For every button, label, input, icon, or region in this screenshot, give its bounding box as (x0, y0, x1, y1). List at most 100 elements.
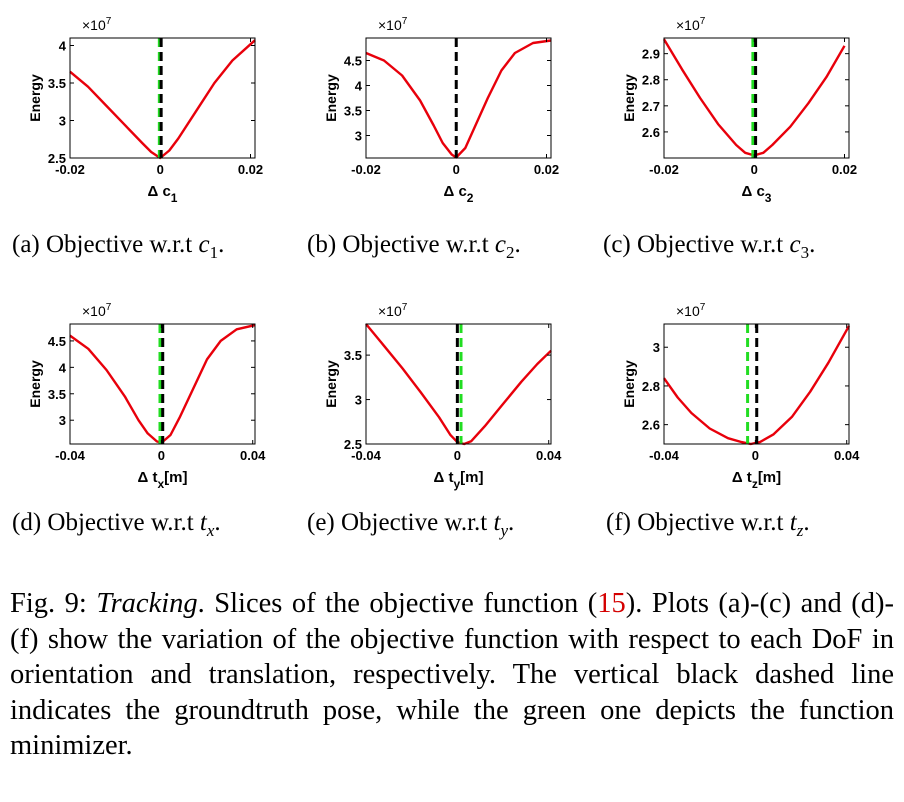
axes-box (365, 37, 552, 159)
caption-part1: . Slices of the objective function ( (197, 588, 598, 619)
x-tick-label: 0.02 (534, 162, 559, 177)
chart-svg: -0.04 0 0.04 3 3.5 4 4.5 ×107 Energy Δ tx[m] (27, 302, 266, 491)
subcaption-end: . (218, 231, 225, 258)
y-tick-label: 3 (355, 393, 362, 408)
plot-f: -0.04 0 0.04 2.6 2.8 3 ×107 Energy Δ tz[m] (604, 296, 874, 496)
axes-box (663, 323, 850, 445)
y-tick-label: 4.5 (344, 54, 362, 69)
caption-ref-link[interactable]: 15 (597, 588, 626, 619)
multiplier-label: ×107 (676, 16, 706, 33)
multiplier-label: ×107 (82, 16, 112, 33)
subcaption-text: Objective w.r.t (637, 509, 784, 536)
subcaption-e: (e) Objective w.r.t ty. (307, 508, 514, 546)
y-tick-label: 3.5 (344, 104, 362, 119)
y-tick-label: 3 (59, 114, 66, 129)
y-tick-label: 3 (355, 129, 362, 144)
y-axis-label: Energy (27, 74, 43, 122)
y-tick-label: 4 (355, 79, 363, 94)
x-tick-label: 0.04 (536, 448, 562, 463)
x-tick-label: 0 (157, 162, 164, 177)
caption-part2: ). Plots (a)-(c) and (d)-(f) show the va… (10, 588, 895, 761)
multiplier-exponent: 7 (402, 16, 408, 27)
subcaption-sub: 2 (506, 243, 515, 262)
multiplier-label: ×107 (82, 302, 112, 319)
figure-caption: Fig. 9: Tracking. Slices of the objectiv… (10, 586, 894, 764)
subcaption-label: (d) (12, 509, 42, 536)
subcaption-b: (b) Objective w.r.t c2. (307, 230, 521, 268)
y-tick-label: 3.5 (344, 348, 362, 363)
subcaption-var: c (494, 231, 507, 258)
subcaption-sub: 3 (800, 243, 810, 262)
x-axis-label: Δ tx[m] (138, 469, 188, 491)
y-tick-label: 2.6 (642, 125, 660, 140)
multiplier-base: ×10 (378, 17, 402, 33)
x-axis-label: Δ c3 (742, 183, 772, 205)
axes-box (663, 37, 850, 159)
x-axis-label: Δ c1 (148, 183, 178, 205)
y-tick-label: 2.6 (642, 418, 660, 433)
x-axis-label-main: Δ t (138, 469, 158, 486)
x-tick-label: 0.02 (238, 162, 263, 177)
subcaption-label: (b) (307, 231, 337, 258)
multiplier-exponent: 7 (700, 302, 706, 313)
y-tick-label: 3.5 (48, 387, 66, 402)
axes-box (69, 37, 256, 159)
subcaption-label: (a) (12, 231, 40, 258)
x-tick-label: -0.02 (351, 162, 381, 177)
x-axis-label: Δ tz[m] (732, 469, 781, 491)
y-axis-label: Energy (323, 74, 339, 122)
multiplier-exponent: 7 (402, 302, 408, 313)
x-axis-label-main: Δ t (732, 469, 752, 486)
x-axis-label: Δ c2 (444, 183, 474, 205)
x-tick-label: -0.04 (351, 448, 381, 463)
plot-d: -0.04 0 0.04 3 3.5 4 4.5 ×107 Energy Δ tx[m] (10, 296, 280, 496)
y-tick-label: 2.5 (344, 437, 362, 452)
x-tick-label: 0.04 (240, 448, 266, 463)
plot-e: -0.04 0 0.04 2.5 3 3.5 ×107 Energy Δ ty[m] (306, 296, 576, 496)
x-tick-label: 0.02 (832, 162, 857, 177)
x-axis-label-sub: z (752, 477, 758, 491)
multiplier-base: ×10 (82, 303, 106, 319)
energy-curve (365, 39, 552, 159)
x-axis-label-sub: 1 (171, 191, 178, 205)
multiplier-base: ×10 (676, 303, 700, 319)
subcaption-label: (c) (603, 231, 631, 258)
multiplier-base: ×10 (378, 303, 402, 319)
y-tick-label: 4 (59, 39, 67, 54)
x-tick-label: -0.02 (649, 162, 679, 177)
subcaption-sub: x (206, 521, 215, 540)
chart-svg: -0.04 0 0.04 2.5 3 3.5 ×107 Energy Δ ty[m] (323, 302, 562, 491)
axes-box (69, 323, 256, 445)
chart-svg: -0.02 0 0.02 2.5 3 3.5 4 ×107 Energy Δ c1 (27, 16, 263, 205)
x-axis-label: Δ ty[m] (434, 469, 484, 491)
y-tick-label: 2.8 (642, 73, 660, 88)
subcaption-d: (d) Objective w.r.t tx. (12, 508, 221, 546)
chart-svg: -0.02 0 0.02 2.6 2.7 2.8 2.9 ×107 Energy Δ c3 (621, 16, 857, 205)
x-axis-label-main: Δ t (434, 469, 454, 486)
x-axis-label-main: Δ c (148, 183, 171, 200)
x-axis-label-sub: y (453, 477, 460, 491)
plot-b: -0.02 0 0.02 3 3.5 4 4.5 ×107 Energy Δ c2 (306, 10, 576, 220)
caption-italic: Tracking (96, 588, 198, 619)
subcaption-label: (f) (606, 509, 631, 536)
multiplier-label: ×107 (676, 302, 706, 319)
subcaption-sub: 1 (209, 243, 219, 262)
subcaption-text: Objective w.r.t (47, 509, 194, 536)
subcaption-text: Objective w.r.t (637, 231, 784, 258)
multiplier-exponent: 7 (106, 302, 112, 313)
multiplier-exponent: 7 (106, 16, 112, 27)
subcaption-label: (e) (307, 509, 335, 536)
subcaption-var: t (789, 509, 797, 536)
chart-svg: -0.02 0 0.02 3 3.5 4 4.5 ×107 Energy Δ c2 (323, 16, 559, 205)
subcaption-a: (a) Objective w.r.t c1. (12, 230, 224, 268)
subcaption-end: . (514, 231, 521, 258)
y-tick-label: 2.5 (48, 151, 66, 166)
subcaption-text: Objective w.r.t (341, 509, 488, 536)
subcaption-c: (c) Objective w.r.t c3. (603, 230, 815, 268)
x-axis-label-main: Δ c (742, 183, 765, 200)
subcaption-end: . (214, 509, 221, 536)
x-tick-label: -0.02 (55, 162, 85, 177)
y-tick-label: 4.5 (48, 334, 66, 349)
subcaption-var: c (198, 231, 210, 258)
multiplier-base: ×10 (82, 17, 106, 33)
